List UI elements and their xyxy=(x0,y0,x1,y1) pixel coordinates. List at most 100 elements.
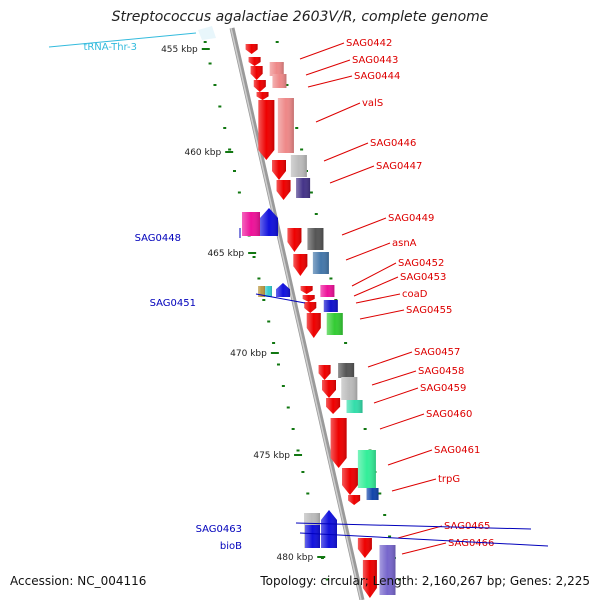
cds-arrow-forward-shade xyxy=(293,254,308,276)
leader-line xyxy=(391,478,437,492)
annotation-box-forward-shade xyxy=(307,228,324,250)
ruler-dot xyxy=(295,127,299,129)
ruler-dot xyxy=(233,170,236,172)
leader-line xyxy=(367,351,413,368)
gene-label-asnA: asnA xyxy=(392,238,417,249)
gene-label-coaD: coaD xyxy=(402,289,428,300)
scale-tick-label: 475 kbp xyxy=(253,451,290,461)
ruler-dot xyxy=(325,578,329,581)
ruler-dot xyxy=(309,191,313,194)
gene-label-SAG0444: SAG0444 xyxy=(354,71,400,82)
cds-arrow-forward-shade xyxy=(272,160,286,180)
gene-label-SAG0457: SAG0457 xyxy=(414,347,460,358)
ruler-dot xyxy=(314,213,318,215)
leader-line xyxy=(323,142,369,162)
ruler-dot xyxy=(213,84,217,86)
cds-arrow-forward-shade xyxy=(304,302,317,313)
cds-arrow-forward-shade xyxy=(318,365,331,380)
gene-label-SAG0458: SAG0458 xyxy=(418,366,464,377)
gene-label-SAG0461: SAG0461 xyxy=(434,445,480,456)
leader-line xyxy=(48,32,197,48)
cds-arrow-forward-shade xyxy=(348,495,361,505)
gene-label-valS: valS xyxy=(362,98,383,109)
annotation-box-forward-shade xyxy=(379,545,396,595)
annotation-box-forward-shade xyxy=(338,363,355,378)
annotation-box-forward-shade xyxy=(290,155,307,177)
leader-line xyxy=(387,449,433,466)
annotation-box-forward-shade xyxy=(323,300,338,312)
gene-label-SAG0453: SAG0453 xyxy=(400,272,446,283)
cds-arrow-sag0463-shade xyxy=(321,510,337,548)
ruler-dot xyxy=(252,256,256,258)
cds-arrow-forward-shade xyxy=(276,180,291,200)
gene-label-SAG0466: SAG0466 xyxy=(448,538,494,549)
annotation-box-forward-shade xyxy=(320,285,335,297)
ruler-dot xyxy=(275,41,279,43)
gene-label-SAG0447: SAG0447 xyxy=(376,161,422,172)
cds-arrow-forward-shade xyxy=(306,313,321,338)
gene-label-SAG0443: SAG0443 xyxy=(352,55,398,66)
annotation-box-sag0451-a-shade xyxy=(258,286,265,297)
annotation-box-forward-shade xyxy=(269,62,284,76)
cds-arrow-sag0451-shade xyxy=(276,283,290,297)
annotation-box-forward-shade xyxy=(366,488,379,500)
cds-arrow-forward-shade xyxy=(357,538,372,558)
annotation-box-forward-shade xyxy=(357,450,376,488)
leader-line xyxy=(307,75,353,88)
leader-line xyxy=(351,262,397,287)
gene-labels: SAG0442 SAG0443 SAG0444 valS SAG0446 SAG0447 S… xyxy=(48,32,549,555)
ruler-dot xyxy=(286,406,290,409)
gene-label-SAG0455: SAG0455 xyxy=(406,305,452,316)
ruler-dot xyxy=(208,62,212,65)
ruler-dot xyxy=(262,299,266,301)
annotation-box-forward-shade xyxy=(296,178,311,198)
annotation-box-forward-shade xyxy=(346,400,363,413)
ruler-dot xyxy=(223,127,227,129)
leader-line xyxy=(299,42,345,60)
trna-feature xyxy=(198,26,216,40)
leader-line xyxy=(373,387,419,404)
gene-label-SAG0451: SAG0451 xyxy=(150,298,196,309)
leader-line xyxy=(359,309,405,320)
leader-line xyxy=(305,59,351,76)
leader-line xyxy=(315,102,361,123)
ruler-dot xyxy=(237,191,241,194)
cds-arrow-forward-shade xyxy=(245,44,258,54)
ruler-dot xyxy=(296,449,300,452)
leader-line xyxy=(371,370,417,386)
leader-line xyxy=(341,217,387,236)
leader-line xyxy=(397,525,443,539)
leader-line xyxy=(355,293,401,304)
cds-arrow-forward-shade xyxy=(326,398,341,414)
annotation-box-forward-shade xyxy=(312,252,329,274)
ruler-dot xyxy=(276,363,280,366)
ruler-dot xyxy=(344,342,348,344)
cds-arrow-forward-shade xyxy=(322,380,336,398)
gene-label-SAG0459: SAG0459 xyxy=(420,383,466,394)
ruler-dot xyxy=(306,492,310,495)
annotation-box-sag0451-b-shade xyxy=(265,286,272,297)
ruler-dot xyxy=(267,320,271,323)
gene-label-SAG0460: SAG0460 xyxy=(426,409,472,420)
leader-line xyxy=(295,522,532,530)
ruler-dot xyxy=(272,342,276,344)
cds-arrow-sag0448-shade xyxy=(260,208,278,236)
scale-tick-label: 455 kbp xyxy=(161,45,198,55)
gene-label-SAG0449: SAG0449 xyxy=(388,213,434,224)
scale-tick-label: 470 kbp xyxy=(230,349,267,359)
cds-arrow-forward-shade xyxy=(287,228,302,252)
gene-label-tRNA-Thr-3: tRNA-Thr-3 xyxy=(83,42,137,53)
leader-line xyxy=(353,276,399,297)
ruler-dot xyxy=(329,277,333,280)
cds-arrow-forward-shade xyxy=(256,92,269,100)
accession-text: Accession: NC_004116 xyxy=(10,574,147,588)
genome-stats-text: Topology: circular; Length: 2,160,267 bp… xyxy=(260,574,590,588)
gene-label-SAG0452: SAG0452 xyxy=(398,258,444,269)
leader-line xyxy=(329,165,375,184)
leader-line xyxy=(379,413,425,430)
cds-arrow-forward-shade xyxy=(253,80,266,92)
ruler-dot xyxy=(388,535,392,538)
gene-label-SAG0446: SAG0446 xyxy=(370,138,416,149)
